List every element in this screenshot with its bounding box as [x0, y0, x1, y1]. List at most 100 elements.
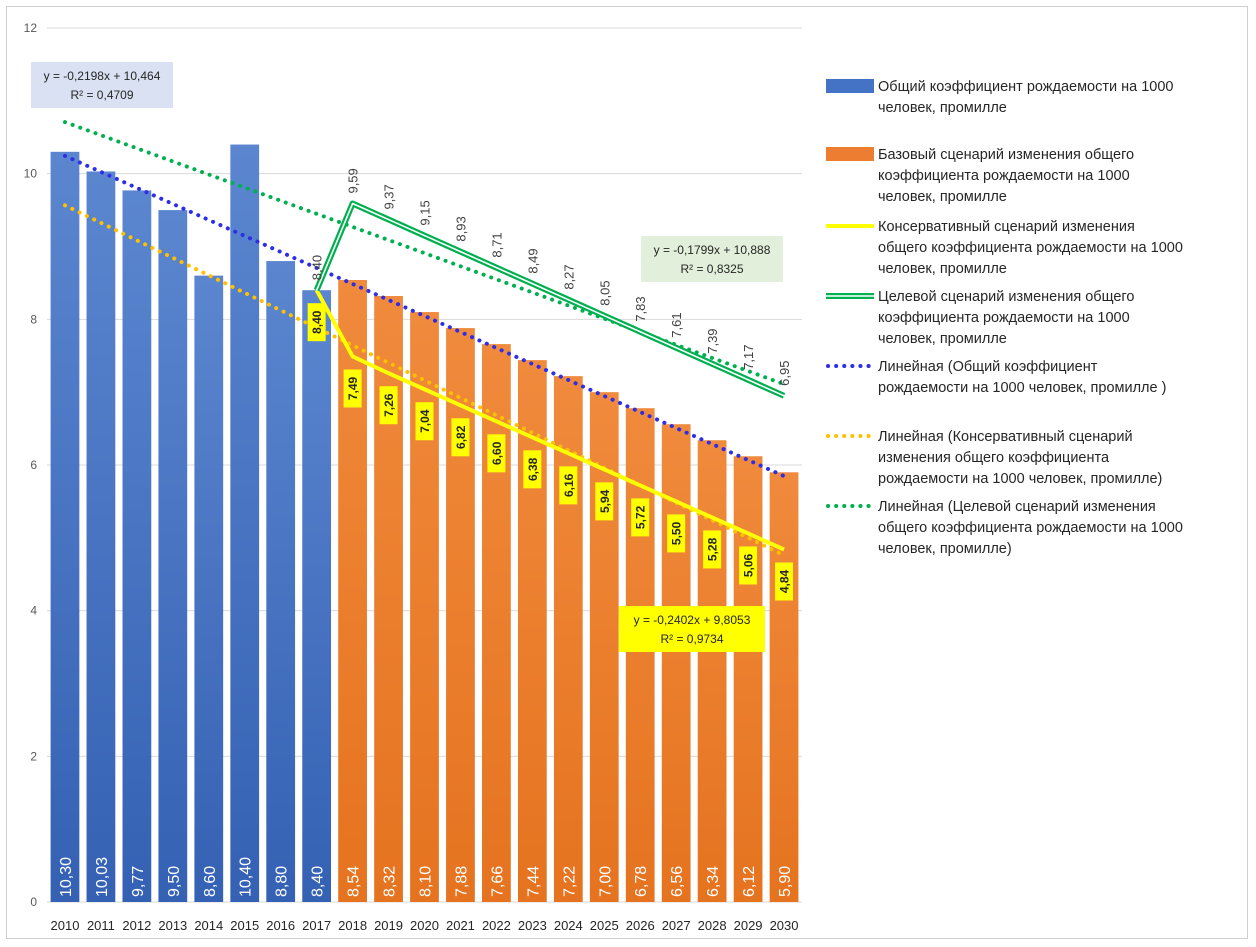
bar — [122, 190, 152, 902]
legend-label: Линейная (Целевой сценарий изменения — [878, 499, 1156, 515]
label-text: 5,50 — [670, 521, 684, 545]
bar-value-label: 8,60 — [202, 866, 219, 897]
label-text: 4,84 — [778, 569, 792, 593]
label-text: 7,04 — [418, 409, 432, 433]
label-box — [415, 402, 434, 441]
label-text: 6,16 — [562, 473, 576, 497]
bar-value-label: 10,40 — [238, 857, 255, 897]
label-box — [379, 386, 398, 425]
conservative-value-label: 5,50 — [667, 514, 686, 553]
legend-label: человек, промилле) — [878, 541, 1012, 557]
label-text: 7,49 — [346, 376, 360, 400]
target-value-label: 8,27 — [561, 264, 576, 289]
y-tick-label: 12 — [24, 21, 38, 35]
label-box — [667, 514, 686, 553]
x-tick-label: 2027 — [662, 918, 691, 933]
y-tick-label: 6 — [30, 458, 37, 472]
label-box — [307, 303, 326, 342]
label-text: 6,60 — [490, 441, 504, 465]
r-squared-text: R² = 0,4709 — [70, 88, 133, 102]
label-box — [487, 434, 506, 473]
x-tick-label: 2018 — [338, 918, 367, 933]
conservative-value-label: 5,06 — [739, 546, 758, 585]
legend-label: Базовый сценарий изменения общего — [878, 147, 1134, 163]
x-tick-label: 2020 — [410, 918, 439, 933]
target-value-label: 8,49 — [525, 248, 540, 273]
conservative-value-label: 6,60 — [487, 434, 506, 473]
x-tick-label: 2012 — [122, 918, 151, 933]
x-tick-label: 2016 — [266, 918, 295, 933]
target-value-label: 8,05 — [597, 280, 612, 305]
label-box — [775, 562, 794, 601]
target-value-label: 7,17 — [741, 344, 756, 369]
label-box — [451, 418, 470, 457]
bar-value-label: 5,90 — [777, 866, 794, 897]
bar — [553, 376, 583, 903]
label-box — [343, 369, 362, 408]
conservative-value-label: 7,04 — [415, 402, 434, 441]
x-tick-label: 2017 — [302, 918, 331, 933]
r-squared-text: R² = 0,8325 — [680, 262, 743, 276]
bar — [769, 472, 799, 902]
label-text: 5,72 — [634, 505, 648, 529]
label-text: 7,26 — [382, 393, 396, 417]
x-tick-label: 2019 — [374, 918, 403, 933]
bar — [302, 290, 332, 902]
bar-value-label: 8,54 — [346, 866, 363, 897]
conservative-value-label: 5,28 — [703, 530, 722, 569]
x-tick-label: 2026 — [626, 918, 655, 933]
equation-box — [641, 236, 783, 282]
bar-value-label: 8,32 — [382, 866, 399, 897]
legend-label: человек, промилле — [878, 261, 1007, 277]
target-value-label: 8,71 — [489, 232, 504, 257]
bar — [410, 312, 439, 902]
target-value-label: 6,95 — [777, 360, 792, 385]
legend-label: рождаемости на 1000 человек, промилле) — [878, 471, 1162, 487]
series-line — [314, 289, 785, 552]
trendline — [62, 120, 787, 387]
bar — [158, 210, 188, 903]
target-value-label: 8,93 — [453, 216, 468, 241]
label-box — [631, 498, 650, 537]
trendline — [62, 153, 787, 479]
bar — [230, 144, 260, 903]
x-tick-label: 2030 — [770, 918, 799, 933]
bar-value-label: 6,78 — [633, 866, 650, 897]
bar — [733, 456, 763, 902]
label-box — [739, 546, 758, 585]
equation-text: y = -0,2198x + 10,464 — [44, 69, 161, 83]
bar — [266, 261, 296, 903]
x-tick-label: 2024 — [554, 918, 583, 933]
bar-value-label: 10,03 — [94, 857, 111, 897]
bar-value-label: 7,44 — [525, 866, 542, 897]
legend-label: Общий коэффициент рождаемости на 1000 — [878, 79, 1173, 95]
x-tick-label: 2022 — [482, 918, 511, 933]
y-tick-label: 10 — [24, 167, 38, 181]
series-line-inner — [315, 202, 785, 397]
label-box — [703, 530, 722, 569]
legend-swatch — [826, 79, 874, 93]
bar — [86, 171, 116, 902]
label-box — [523, 450, 542, 489]
bar — [697, 440, 727, 902]
bar-value-label: 6,34 — [705, 866, 722, 897]
equation-text: y = -0,1799x + 10,888 — [654, 243, 771, 257]
x-tick-label: 2011 — [87, 918, 115, 933]
y-tick-label: 8 — [30, 312, 37, 326]
r-squared-text: R² = 0,9734 — [660, 632, 723, 646]
x-tick-label: 2015 — [230, 918, 259, 933]
y-tick-label: 0 — [30, 895, 37, 909]
conservative-value-label: 6,82 — [451, 418, 470, 457]
conservative-value-label: 5,72 — [631, 498, 650, 537]
bar — [446, 328, 475, 902]
bar-value-label: 7,66 — [489, 866, 506, 897]
conservative-value-label: 6,38 — [523, 450, 542, 489]
x-tick-label: 2025 — [590, 918, 619, 933]
legend-label: изменения общего коэффициента — [878, 450, 1110, 466]
legend-label: Целевой сценарий изменения общего — [878, 289, 1134, 305]
legend-label: человек, промилле — [878, 100, 1007, 116]
x-tick-label: 2028 — [698, 918, 727, 933]
bar-value-label: 8,10 — [418, 866, 435, 897]
x-tick-label: 2029 — [734, 918, 763, 933]
legend-label: Линейная (Общий коэффициент — [878, 359, 1098, 375]
